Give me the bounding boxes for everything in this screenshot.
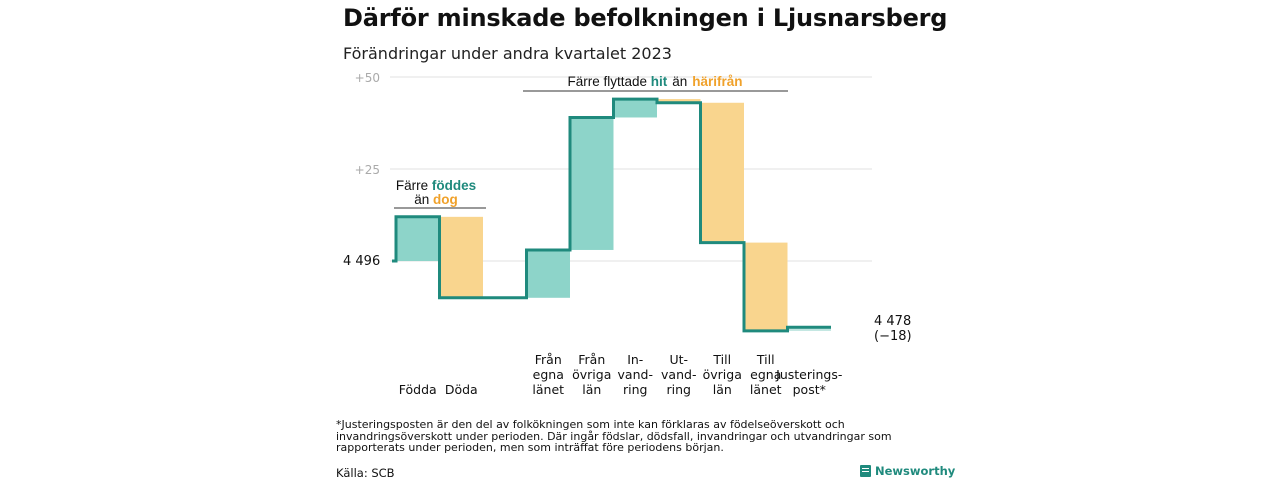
category-label: Till	[756, 352, 775, 367]
annotation-migration: Färre flyttade hit än härifrån	[567, 74, 742, 89]
annotation-births-deaths: Färre föddes	[396, 178, 476, 193]
bar-7	[700, 102, 744, 243]
category-label: Justerings-	[775, 367, 842, 382]
y-tick-label: +50	[355, 71, 380, 85]
bar-0	[396, 216, 440, 261]
bar-8	[744, 242, 788, 331]
bar-6	[657, 99, 701, 103]
start-value-label: 4 496	[343, 254, 380, 269]
chart-subtitle: Förändringar under andra kvartalet 2023	[343, 44, 672, 63]
source-label: Källa: SCB	[336, 466, 395, 480]
category-label: egna	[533, 367, 564, 382]
category-label: ring	[623, 382, 647, 397]
category-label: post*	[793, 382, 826, 397]
brand-name: Newsworthy	[875, 464, 956, 478]
category-label: län	[582, 382, 601, 397]
running-total-line	[392, 97, 831, 333]
newsworthy-icon	[860, 465, 871, 477]
category-label: ring	[667, 382, 691, 397]
bar-3	[526, 249, 570, 298]
category-label: vand-	[661, 367, 696, 382]
bar-5	[613, 99, 657, 118]
bar-9	[787, 327, 831, 331]
y-tick-label: +25	[355, 163, 380, 177]
category-label: Från	[578, 352, 605, 367]
category-label: egna	[750, 367, 781, 382]
bar-1	[439, 216, 483, 298]
category-label: länet	[532, 382, 564, 397]
category-label: Från	[535, 352, 562, 367]
category-label: Döda	[445, 382, 478, 397]
category-label: Till	[712, 352, 731, 367]
end-change-label: (−18)	[874, 329, 912, 344]
category-label: övriga	[572, 367, 611, 382]
end-value-label: 4 478	[874, 314, 911, 329]
brand-logo: Newsworthy	[860, 464, 955, 478]
category-label: vand-	[618, 367, 653, 382]
footnote: *Justeringsposten är den del av folkökni…	[336, 418, 892, 454]
category-label: övriga	[703, 367, 742, 382]
category-label: län	[713, 382, 732, 397]
category-label: Födda	[399, 382, 437, 397]
bar-4	[570, 117, 614, 250]
annotation-births-deaths: än dog	[414, 192, 458, 207]
category-label: In-	[627, 352, 643, 367]
category-label: Ut-	[669, 352, 688, 367]
chart-title: Därför minskade befolkningen i Ljusnarsb…	[343, 4, 948, 32]
category-label: länet	[750, 382, 782, 397]
